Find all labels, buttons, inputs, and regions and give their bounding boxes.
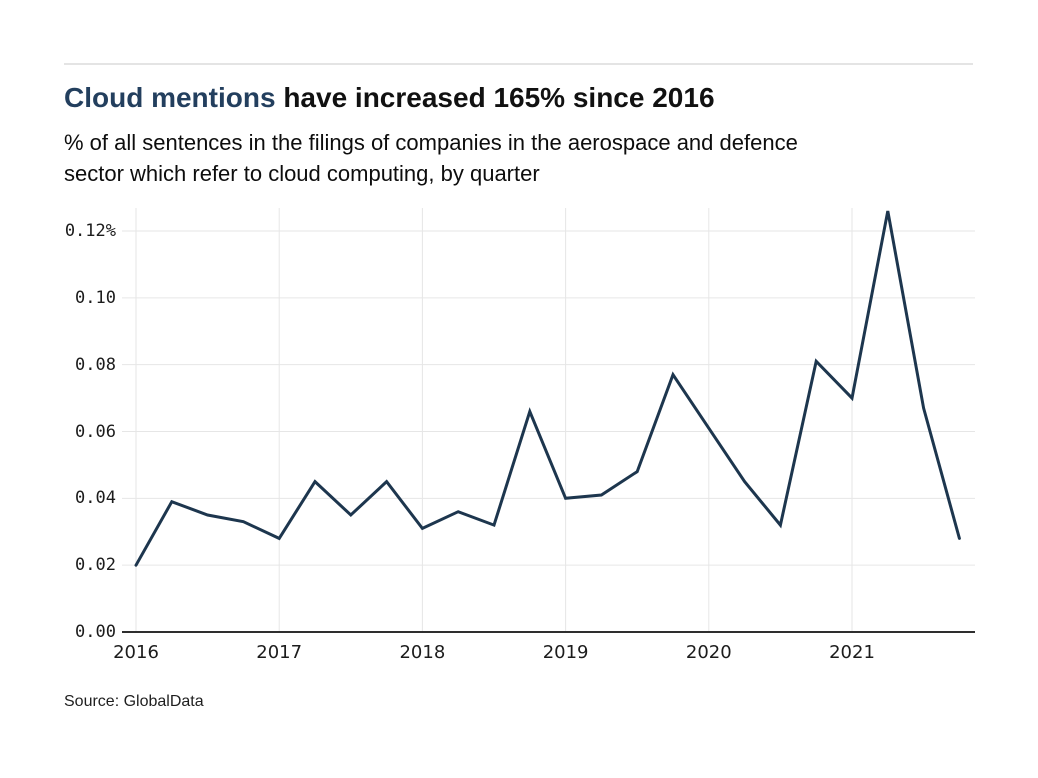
y-axis-tick-label: 0.12% (64, 221, 116, 242)
y-axis-tick-label: 0.02 (75, 555, 116, 576)
chart-subtitle: % of all sentences in the filings of com… (64, 127, 798, 189)
y-axis-tick-label: 0.00 (75, 622, 116, 642)
x-axis-tick-label: 2018 (399, 642, 446, 663)
series-line (134, 210, 961, 567)
top-divider (64, 63, 973, 65)
x-axis-tick-label: 2021 (829, 642, 875, 663)
subtitle-line-1: % of all sentences in the filings of com… (64, 130, 798, 155)
subtitle-line-2: sector which refer to cloud computing, b… (64, 161, 540, 186)
x-axis-tick-label: 2019 (542, 642, 589, 663)
y-axis-tick-label: 0.04 (75, 488, 116, 509)
title-rest: have increased 165% since 2016 (275, 82, 715, 113)
y-axis-tick-label: 0.08 (75, 354, 116, 375)
y-axis-tick-label: 0.06 (75, 421, 116, 442)
title-highlight: Cloud mentions (64, 82, 276, 113)
x-axis-tick-label: 2017 (256, 642, 303, 663)
page-title: Cloud mentions have increased 165% since… (64, 81, 715, 115)
y-axis-tick-label: 0.10 (75, 287, 116, 308)
source-note: Source: GlobalData (64, 693, 204, 710)
x-axis-tick-label: 2016 (113, 642, 159, 663)
x-axis-tick-label: 2020 (685, 642, 732, 663)
